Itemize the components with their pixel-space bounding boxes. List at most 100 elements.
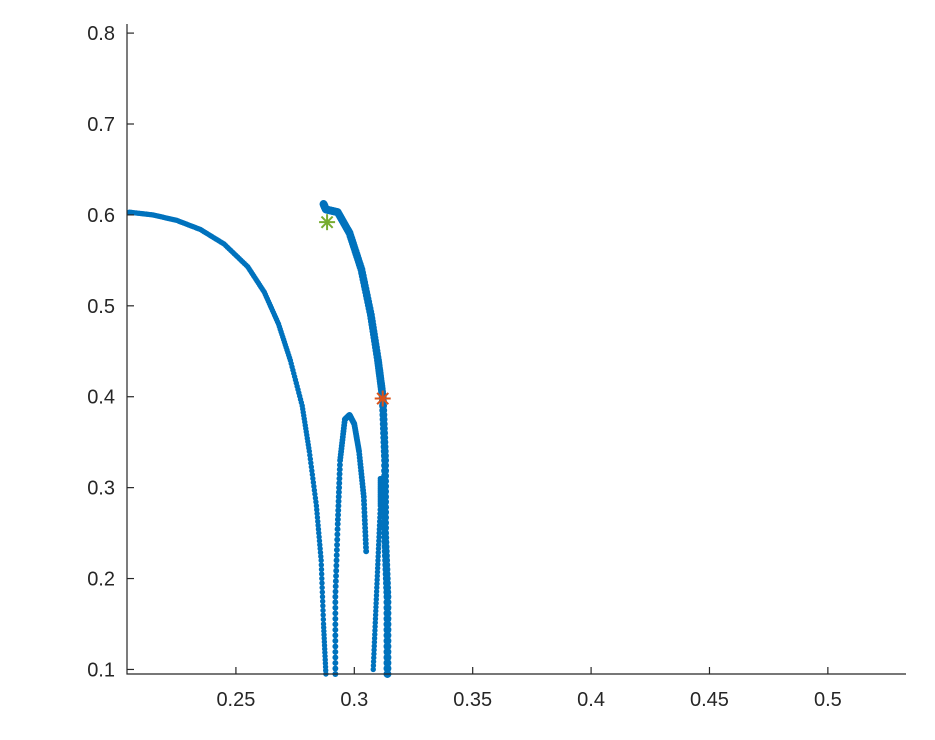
x-tick-label: 0.3 (340, 689, 368, 711)
data-point (320, 607, 326, 614)
data-point (315, 518, 321, 525)
data-point (318, 562, 325, 568)
star-stroke (320, 215, 334, 229)
data-point (373, 588, 380, 595)
data-point (375, 561, 381, 567)
data-point (373, 600, 379, 606)
data-point (373, 596, 379, 603)
data-point (319, 594, 326, 600)
data-point (333, 547, 340, 553)
data-point (319, 589, 326, 595)
data-point (318, 566, 325, 573)
data-point (333, 557, 340, 564)
data-point (319, 598, 326, 604)
data-point (372, 620, 378, 626)
data-point (383, 625, 392, 634)
data-point (336, 480, 343, 487)
data-point (335, 511, 342, 518)
data-point (332, 621, 339, 628)
data-point (334, 526, 341, 533)
data-point (335, 502, 342, 509)
data-point (319, 580, 325, 586)
data-point (320, 612, 326, 618)
data-point (383, 647, 392, 656)
data-point (333, 562, 340, 569)
data-point (374, 573, 381, 579)
data-point (320, 603, 326, 609)
data-point (313, 503, 320, 509)
x-tick-label: 0.35 (453, 689, 492, 711)
data-point (332, 665, 339, 672)
data-point (314, 514, 321, 521)
data-point (334, 536, 341, 543)
data-point (375, 542, 382, 548)
y-tick-label: 0.6 (87, 205, 115, 227)
data-point (336, 461, 343, 468)
y-tick-label: 0.4 (87, 387, 115, 409)
data-point (315, 526, 322, 532)
data-point (335, 507, 342, 514)
y-tick-label: 0.2 (87, 569, 115, 591)
data-point (332, 660, 339, 666)
data-point (376, 526, 383, 532)
star-stroke (376, 392, 390, 405)
star-marker (319, 214, 336, 231)
data-point (371, 651, 377, 657)
data-point (333, 573, 339, 579)
data-point (371, 647, 377, 653)
axes: 0.25 0.3 0.35 0.4 0.45 0.5 0.1 0.2 0.3 0.4 0.5 0.6 0… (87, 23, 906, 711)
data-point (375, 549, 382, 556)
data-point (373, 604, 379, 610)
data-point (332, 610, 339, 617)
data-point (383, 636, 392, 645)
y-tick-label: 0.5 (87, 296, 115, 318)
data-point (332, 588, 339, 595)
data-point (376, 538, 382, 544)
data-point (373, 608, 379, 614)
data-point (372, 631, 378, 638)
x-tick-label: 0.45 (690, 689, 729, 711)
y-tick-label: 0.7 (87, 114, 115, 136)
x-tick-label: 0.4 (577, 689, 605, 711)
data-point (336, 475, 343, 482)
x-tick-label: 0.25 (216, 689, 255, 711)
data-point (334, 516, 341, 523)
y-tick-label: 0.3 (87, 478, 115, 500)
data-point (376, 530, 382, 536)
data-point (334, 541, 341, 548)
data-point (332, 615, 339, 622)
data-point (383, 614, 392, 623)
data-point (334, 531, 341, 538)
data-point (333, 552, 340, 559)
data-point (383, 659, 392, 667)
data-point (371, 655, 377, 661)
data-point (318, 571, 325, 577)
data-point (335, 493, 342, 500)
data-point (372, 623, 378, 630)
data-point (383, 609, 392, 618)
data-point (336, 471, 343, 477)
axis-frame (126, 24, 906, 675)
data-point (375, 557, 381, 564)
data-point (376, 522, 383, 528)
data-point (332, 599, 339, 606)
data-point (320, 616, 327, 623)
data-point (333, 567, 340, 574)
data-point (314, 507, 320, 513)
data-point (371, 635, 378, 641)
data-point (332, 583, 339, 590)
data-point (383, 598, 392, 607)
data-point (316, 538, 323, 544)
data-point (383, 603, 392, 612)
data-point (316, 530, 322, 536)
data-point (383, 653, 392, 662)
data-point (372, 612, 379, 618)
data-point (374, 565, 381, 571)
data-point (334, 521, 341, 527)
plot-marks (126, 200, 392, 678)
data-point (335, 489, 342, 496)
data-point (371, 639, 378, 645)
data-point (383, 664, 392, 673)
data-point (363, 548, 370, 555)
